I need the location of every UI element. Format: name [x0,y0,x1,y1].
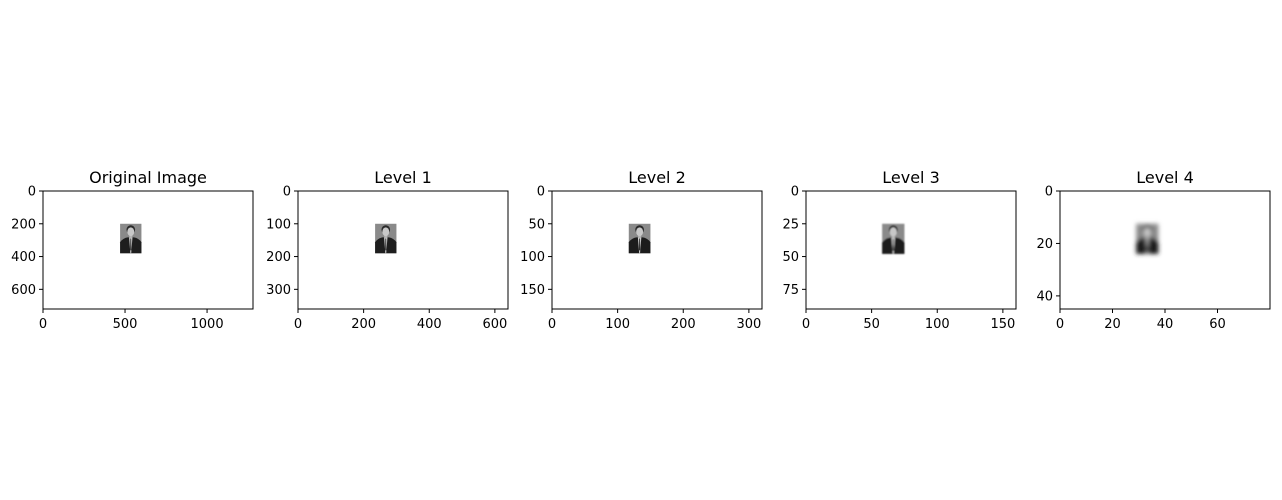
y-tick-label: 200 [266,250,291,265]
y-tick-label: 150 [520,283,545,298]
y-tick-label: 40 [1036,289,1053,304]
x-tick-label: 200 [671,317,696,332]
axes-frame [805,190,1017,310]
image-background [552,191,762,309]
x-tick-label: 1000 [191,317,224,332]
x-tick-label: 100 [925,317,950,332]
portrait-thumbnail [375,223,397,254]
x-tick-label: 20 [1104,317,1121,332]
x-tick-label: 50 [863,317,880,332]
y-tick-label: 400 [11,250,36,265]
x-tick-label: 60 [1209,317,1226,332]
x-tick-label: 400 [417,317,442,332]
panel-1: Original Image 0 500 1000 0 200 400 600 [11,168,254,332]
x-tick-label: 600 [482,317,507,332]
x-tick-label: 150 [990,317,1015,332]
y-tick-label: 100 [520,250,545,265]
axes-frame [42,190,254,310]
panel-title: Original Image [89,168,207,187]
portrait-thumbnail [120,223,142,254]
x-tick-label: 200 [351,317,376,332]
x-tick-label: 40 [1157,317,1174,332]
y-tick-label: 25 [782,217,799,232]
image-background [806,191,1016,309]
portrait-thumbnail [628,223,651,254]
axes-frame [551,190,763,310]
y-tick-label: 0 [28,185,36,200]
y-tick-label: 0 [283,185,291,200]
y-tick-label: 600 [11,283,36,298]
x-tick-label: 0 [39,317,47,332]
panel-3: Level 2 0 100 200 300 0 50 100 150 [520,168,763,332]
y-tick-label: 100 [266,217,291,232]
panel-title: Level 2 [628,168,686,187]
panel-2: Level 1 0 200 400 600 0 100 200 300 [266,168,509,332]
y-tick-label: 50 [528,217,545,232]
panel-4: Level 3 0 50 100 150 0 25 50 75 [782,168,1017,332]
y-tick-label: 20 [1036,237,1053,252]
panel-title: Level 4 [1136,168,1194,187]
image-background [1060,191,1270,309]
y-tick-label: 0 [791,185,799,200]
x-tick-label: 100 [605,317,630,332]
image-background [298,191,508,309]
portrait-thumbnail [1136,223,1159,254]
x-tick-label: 500 [113,317,138,332]
x-tick-label: 300 [736,317,761,332]
panel-5: Level 4 0 20 40 60 0 20 40 [1036,168,1271,332]
x-tick-label: 0 [548,317,556,332]
y-tick-label: 75 [782,283,799,298]
x-tick-label: 0 [294,317,302,332]
panel-title: Level 3 [882,168,940,187]
y-tick-label: 50 [782,250,799,265]
y-tick-label: 0 [1045,185,1053,200]
x-tick-label: 0 [1056,317,1064,332]
y-tick-label: 0 [537,185,545,200]
y-tick-label: 300 [266,283,291,298]
image-background [43,191,253,309]
y-tick-label: 200 [11,217,36,232]
axes-frame [297,190,509,310]
x-tick-label: 0 [802,317,810,332]
portrait-thumbnail [882,223,905,254]
panel-title: Level 1 [374,168,432,187]
